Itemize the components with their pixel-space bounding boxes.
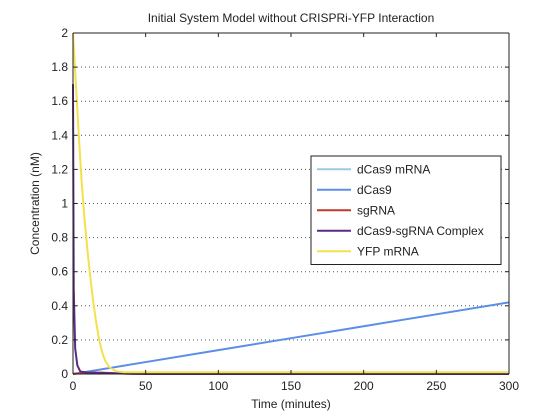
legend-label: dCas9-sgRNA Complex [357, 224, 484, 238]
y-tick-label: 1.8 [51, 60, 68, 74]
legend-label: dCas9 [357, 183, 392, 197]
series-line-dcas9 [72, 301, 510, 375]
y-tick-label: 0.8 [51, 231, 68, 245]
y-tick-label: 1.2 [51, 162, 68, 176]
x-tick-label: 300 [499, 379, 519, 393]
y-axis-label: Concentration (nM) [28, 152, 42, 255]
legend-label: YFP mRNA [357, 244, 419, 258]
chart-title: Initial System Model without CRISPRi-YFP… [148, 11, 435, 25]
y-tick-label: 0.2 [51, 333, 68, 347]
axes-layer: 0 0.2 0.4 0.6 0.8 1 1.2 1.4 1.6 1.8 2 0 50 100 150 200 2… [51, 26, 519, 393]
x-tick-label: 250 [426, 379, 446, 393]
legend: dCas9 mRNA dCas9 sgRNA dCas9-sgRNA Complex Y… [310, 155, 502, 265]
y-tick-label: 2 [61, 26, 68, 40]
y-tick-label: 0 [61, 367, 68, 381]
y-tick-label: 1.4 [51, 128, 68, 142]
legend-label: dCas9 mRNA [357, 162, 430, 176]
y-tick-label: 0.6 [51, 265, 68, 279]
x-tick-label: 0 [70, 379, 77, 393]
y-tick-label: 1 [61, 197, 68, 211]
y-tick-label: 1.6 [51, 94, 68, 108]
y-tick-label: 0.4 [51, 299, 68, 313]
x-tick-label: 100 [208, 379, 228, 393]
x-tick-label: 50 [139, 379, 153, 393]
legend-label: sgRNA [357, 203, 395, 217]
series-line-yfp-mrna [72, 32, 509, 374]
x-tick-label: 150 [281, 379, 301, 393]
x-axis-label: Time (minutes) [251, 397, 331, 411]
x-tick-label: 200 [354, 379, 374, 393]
